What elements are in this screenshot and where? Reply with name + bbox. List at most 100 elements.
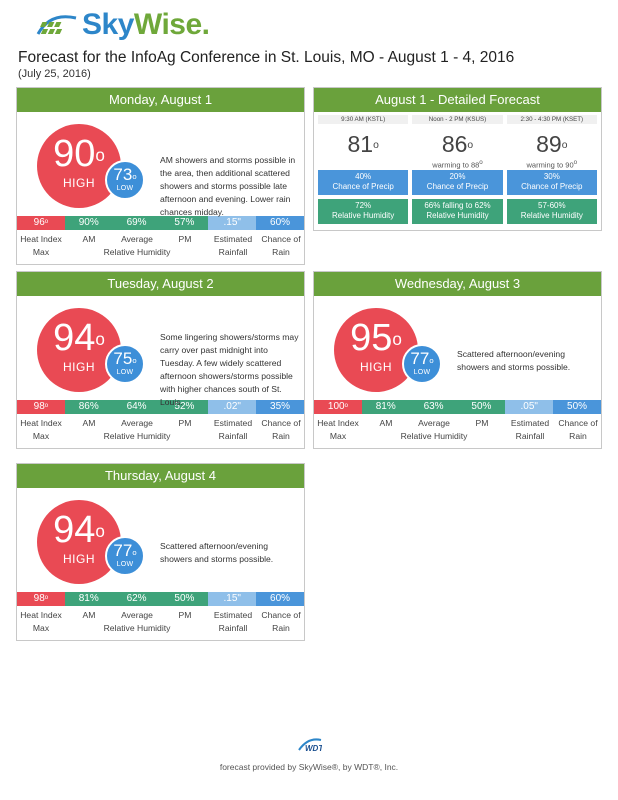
rainfall-label: Estimated Rainfall: [213, 234, 253, 257]
day-card-thursday: Thursday, August 4 94o HIGH 77o LOW Scat…: [16, 463, 305, 641]
period-temp: 89: [536, 131, 562, 157]
low-temp: 77: [113, 541, 133, 560]
rh-am-value: 81%: [64, 592, 113, 606]
average-label: Average: [121, 234, 153, 244]
stats-bar: 98o 81% 62% 50% .15" 60%: [17, 592, 304, 606]
high-temp-badge: 94o HIGH: [37, 500, 121, 584]
period-temp: 86: [441, 131, 468, 157]
rainfall-label: Estimated Rainfall: [213, 418, 253, 441]
chance-of-rain-label: Chance of Rain: [261, 418, 301, 441]
forecast-description: Scattered afternoon/evening showers and …: [457, 349, 571, 372]
low-temp: 75: [113, 349, 133, 368]
forecast-description: Some lingering showers/storms may carry …: [160, 332, 299, 407]
relative-humidity: 66% falling to 62% Relative Humidity: [412, 199, 503, 224]
rh-am-value: 90%: [64, 216, 113, 230]
high-label: HIGH: [360, 360, 392, 374]
pm-label: PM: [178, 610, 192, 620]
rh-average-value: 63%: [409, 400, 458, 414]
wdt-logo-text: WDT: [305, 744, 322, 753]
low-label: LOW: [116, 561, 134, 568]
footer-credit: forecast provided by SkyWise®, by WDT®, …: [219, 762, 399, 772]
rh-pm-value: 57%: [160, 216, 209, 230]
low-label: LOW: [413, 369, 431, 376]
heat-index-label: Heat Index Max: [20, 418, 62, 441]
day-card-monday: Monday, August 1 90o HIGH 73o LOW AM sho…: [16, 87, 305, 265]
day-title: Monday, August 1: [17, 88, 304, 112]
heat-index-value: 96o: [17, 216, 65, 230]
chance-of-rain-label: Chance of Rain: [558, 418, 598, 441]
period-time: 2:30 - 4:30 PM (KSET): [506, 115, 597, 124]
page-title: Forecast for the InfoAg Conference in St…: [18, 49, 515, 66]
am-label: AM: [82, 610, 96, 620]
period-note: warming to 88o: [432, 159, 483, 170]
day-card-tuesday: Tuesday, August 2 94o HIGH 75o LOW Some …: [16, 271, 305, 449]
rainfall-value: .15": [208, 592, 257, 606]
wdt-logo-icon: WDT: [298, 738, 324, 753]
rh-am-value: 81%: [361, 400, 410, 414]
stats-labels: Heat Index Max AM Average PM Relative Hum…: [17, 606, 304, 640]
page-date: (July 25, 2016): [18, 68, 91, 80]
low-temp-badge: 75o LOW: [105, 344, 145, 384]
am-label: AM: [379, 418, 393, 428]
high-temp: 94: [53, 509, 96, 551]
day-title: Tuesday, August 2: [17, 272, 304, 296]
wdt-logo: WDT: [298, 737, 324, 758]
high-label: HIGH: [63, 176, 95, 190]
rh-pm-value: 50%: [457, 400, 506, 414]
detailed-period: Noon - 2 PM (KSUS) 86o warming to 88o 20…: [412, 115, 503, 230]
relative-humidity-label: Relative Humidity: [103, 623, 171, 633]
pm-label: PM: [475, 418, 489, 428]
rh-pm-value: 50%: [160, 592, 209, 606]
heat-index-value: 100o: [314, 400, 362, 414]
rainfall-label: Estimated Rainfall: [510, 418, 550, 441]
stats-bar: 100o 81% 63% 50% .05" 50%: [314, 400, 601, 414]
high-label: HIGH: [63, 360, 95, 374]
period-note: warming to 90o: [526, 159, 578, 170]
brand-name: SkyWise.: [82, 8, 210, 41]
chance-of-rain-value: 60%: [256, 216, 304, 230]
forecast-description: Scattered afternoon/evening showers and …: [160, 541, 274, 564]
skywise-logo: SkyWise.: [34, 6, 210, 44]
stats-labels: Heat Index Max AM Average PM Relative Hum…: [17, 414, 304, 448]
rainfall-value: .02": [208, 400, 257, 414]
day-card-wednesday: Wednesday, August 3 95o HIGH 77o LOW Sca…: [313, 271, 602, 449]
detailed-forecast-title: August 1 - Detailed Forecast: [314, 88, 601, 112]
rh-average-value: 64%: [112, 400, 161, 414]
forecast-description: AM showers and storms possible in the ar…: [160, 155, 296, 217]
rainfall-value: .05": [505, 400, 554, 414]
rainfall-label: Estimated Rainfall: [213, 610, 253, 633]
average-label: Average: [121, 418, 153, 428]
chance-of-rain-label: Chance of Rain: [261, 610, 301, 633]
rainfall-value: .15": [208, 216, 257, 230]
low-temp: 73: [113, 165, 133, 184]
rh-average-value: 62%: [112, 592, 161, 606]
high-temp-badge: 94o HIGH: [37, 308, 121, 392]
rh-am-value: 86%: [64, 400, 113, 414]
precip-chance: 40% Chance of Precip: [318, 170, 409, 195]
relative-humidity: 57-60% Relative Humidity: [506, 199, 597, 224]
precip-chance: 30% Chance of Precip: [506, 170, 597, 195]
stats-labels: Heat Index Max AM Average PM Relative Hum…: [314, 414, 601, 448]
relative-humidity-label: Relative Humidity: [103, 431, 171, 441]
high-temp: 95: [350, 317, 393, 359]
detailed-period: 9:30 AM (KSTL) 81o 40% Chance of Precip 7…: [318, 115, 409, 230]
high-temp-badge: 90o HIGH: [37, 124, 121, 208]
chance-of-rain-value: 60%: [256, 592, 304, 606]
day-title: Wednesday, August 3: [314, 272, 601, 296]
am-label: AM: [82, 418, 96, 428]
heat-index-label: Heat Index Max: [317, 418, 359, 441]
chance-of-rain-label: Chance of Rain: [261, 234, 301, 257]
relative-humidity-label: Relative Humidity: [103, 247, 171, 257]
high-label: HIGH: [63, 552, 95, 566]
rh-pm-value: 52%: [160, 400, 209, 414]
chance-of-rain-value: 35%: [256, 400, 304, 414]
heat-index-label: Heat Index Max: [20, 610, 62, 633]
average-label: Average: [418, 418, 450, 428]
heat-index-value: 98o: [17, 592, 65, 606]
skywise-grid-logo-icon: [36, 15, 77, 35]
heat-index-label: Heat Index Max: [20, 234, 62, 257]
low-temp-badge: 77o LOW: [402, 344, 442, 384]
detailed-period: 2:30 - 4:30 PM (KSET) 89o warming to 90o…: [506, 115, 597, 230]
low-temp: 77: [410, 349, 430, 368]
low-temp-badge: 77o LOW: [105, 536, 145, 576]
